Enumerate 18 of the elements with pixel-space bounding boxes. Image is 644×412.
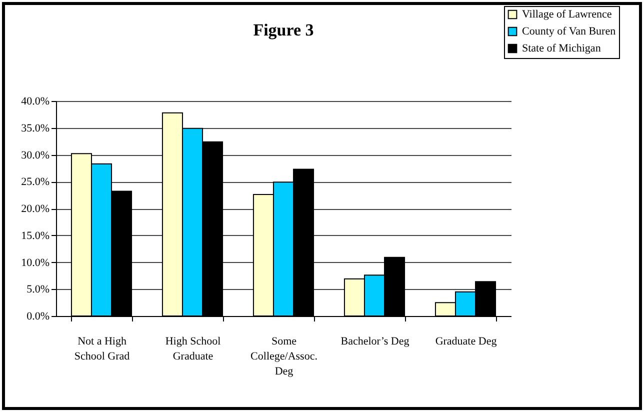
x-tick-label: Not a High School Grad bbox=[74, 336, 130, 362]
legend-label: Village of Lawrence bbox=[522, 8, 612, 20]
x-tick-label: Bachelor’s Deg bbox=[340, 336, 410, 348]
y-tick-label: 0.0% bbox=[26, 310, 50, 322]
x-tick-label: Some College/Assoc. Deg bbox=[250, 336, 318, 378]
y-tick-label: 35.0% bbox=[21, 122, 50, 134]
y-tick-label: 15.0% bbox=[21, 230, 50, 242]
y-tick-label: 40.0% bbox=[21, 96, 50, 108]
y-tick-label: 5.0% bbox=[26, 284, 50, 296]
legend-label: State of Michigan bbox=[522, 42, 602, 54]
y-tick-label: 25.0% bbox=[21, 176, 50, 188]
x-tick-label: Graduate Deg bbox=[435, 336, 498, 348]
y-tick-label: 20.0% bbox=[21, 203, 50, 215]
legend-label: County of Van Buren bbox=[522, 26, 616, 38]
x-tick-label: High School Graduate bbox=[165, 336, 221, 362]
y-tick-label: 10.0% bbox=[21, 256, 50, 269]
y-tick-label: 30.0% bbox=[21, 149, 50, 162]
chart-title: Figure 3 bbox=[253, 20, 314, 40]
